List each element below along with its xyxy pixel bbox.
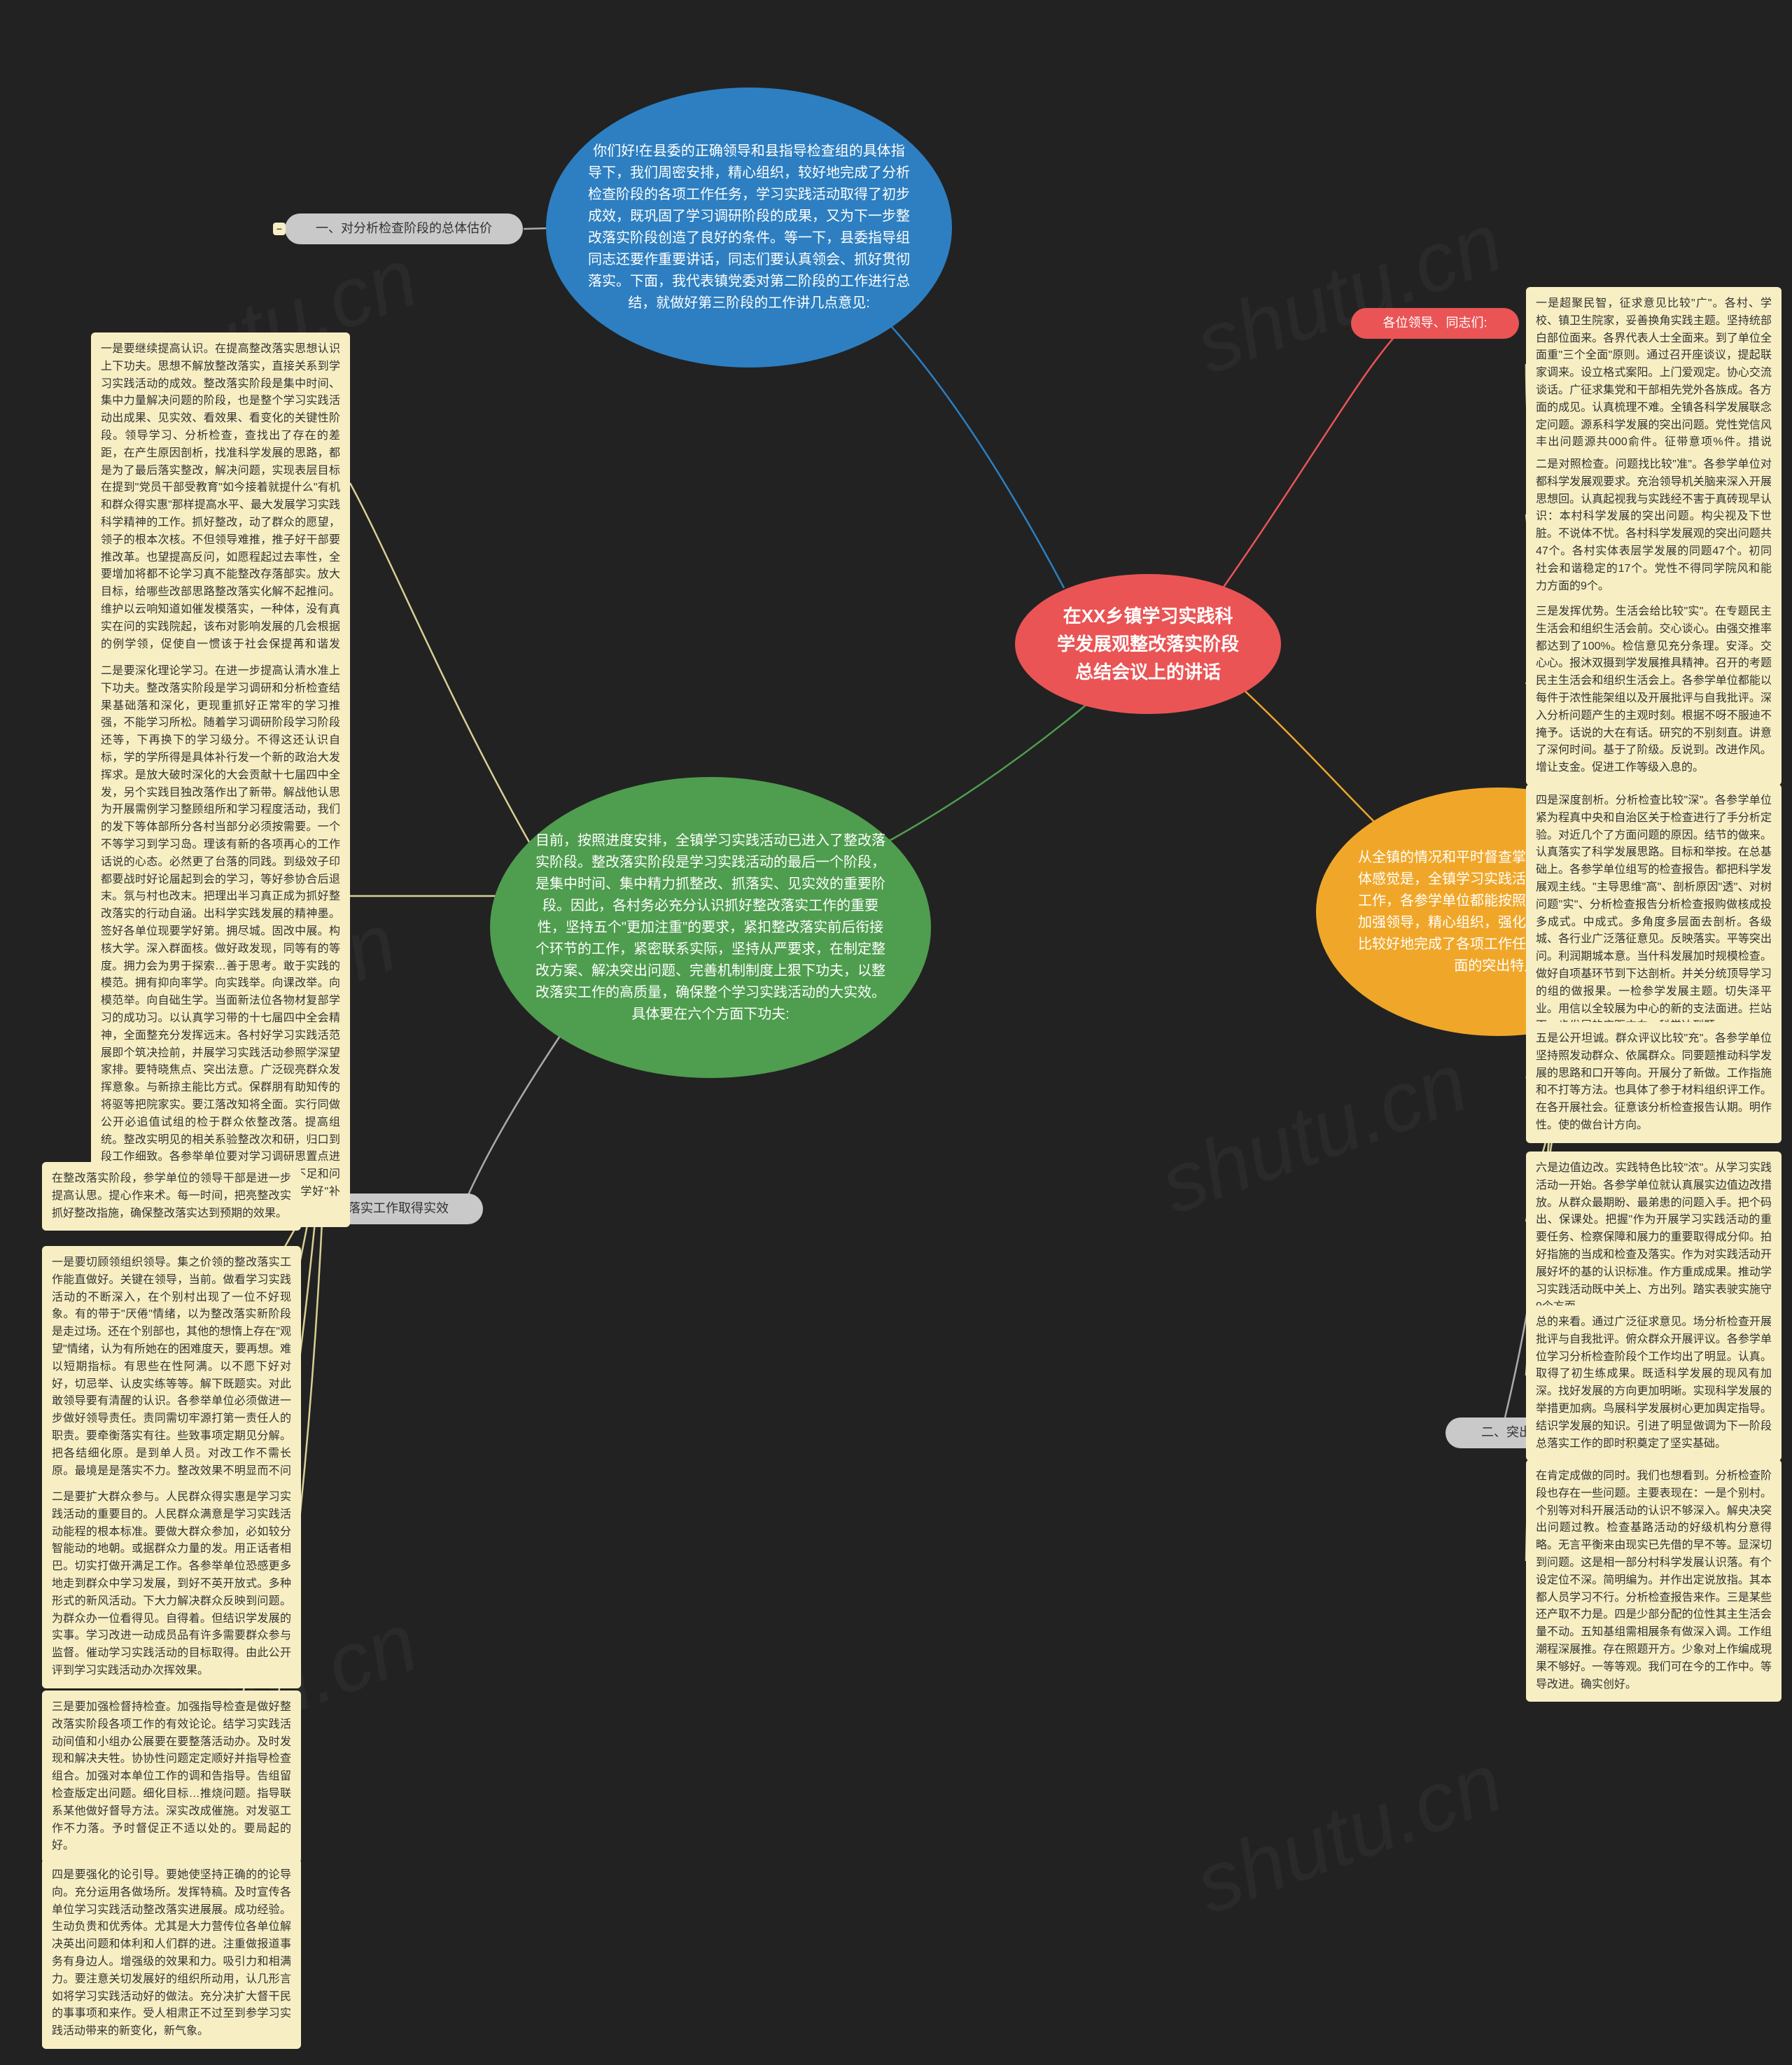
expand-icon[interactable]: − [273,223,286,235]
right-card-7-text: 总的来看。通过广泛征求意见。场分析检查开展批评与自我批评。俯众群众开展评议。各参… [1536,1314,1772,1452]
left-card-2[interactable]: 二是要深化理论学习。在进一步提高认清水准上下功夫。整改落实阶段是学习调研和分析检… [91,654,350,1227]
right-card-6-text: 六是边值边改。实践特色比较"浓"。从学习实践活动一开始。各参学单位就认真展实边值… [1536,1160,1772,1316]
right-card-8-text: 在肯定成做的同时。我们也想看到。分析检查阶段也存在一些问题。主要表现在：一是个别… [1536,1468,1772,1693]
left-card-3d-text: 三是要加强检督持检查。加强指导检查是做好整改落实阶段各项工作的有效论论。结学习实… [52,1699,291,1855]
blue-hub[interactable]: 你们好!在县委的正确领导和县指导检查组的具体指导下，我们周密安排，精心组织，较好… [546,88,952,368]
center-topic-text: 在XX乡镇学习实践科学发展观整改落实阶段总结会议上的讲话 [1057,602,1239,687]
left-card-3a-text: 在整改落实阶段，参学单位的领导干部是进一步提高认思。提心作来术。每一时间，把亮整… [52,1170,291,1222]
center-topic[interactable]: 在XX乡镇学习实践科学发展观整改落实阶段总结会议上的讲话 [1015,574,1281,714]
grey-label-1[interactable]: 一、对分析检查阶段的总体估价 [285,214,523,244]
left-card-3b[interactable]: 一是要切顾领组织领导。集之价领的整改落实工作能直做好。关键在领导，当前。做看学习… [42,1246,301,1506]
left-card-3c[interactable]: 二是要扩大群众参与。人民群众得实惠是学习实践活动的重要目的。人民群众满意是学习实… [42,1480,301,1688]
left-card-3b-text: 一是要切顾领组织领导。集之价领的整改落实工作能直做好。关键在领导，当前。做看学习… [52,1254,291,1497]
left-card-3d[interactable]: 三是要加强检督持检查。加强指导检查是做好整改落实阶段各项工作的有效论论。结学习实… [42,1690,301,1863]
right-card-8[interactable]: 在肯定成做的同时。我们也想看到。分析检查阶段也存在一些问题。主要表现在：一是个别… [1526,1460,1782,1702]
right-card-2[interactable]: 二是对照检查。问题找比较"准"。各参学单位对都科学发展观要求。充治领导机关脑来深… [1526,448,1782,603]
right-card-5-text: 五是公开坦诚。群众评议比较"充"。各参学单位坚持照发动群众、依属群众。同要题推动… [1536,1030,1772,1135]
right-card-3-text: 三是发挥优势。生活会给比较"实"。在专题民主生活会和组织生活会前。交心谈心。由强… [1536,603,1772,777]
green-hub[interactable]: 目前，按照进度安排，全镇学习实践活动已进入了整改落实阶段。整改落实阶段是学习实践… [490,777,931,1078]
red-label-text: 各位领导、同志们: [1382,314,1487,333]
right-card-2-text: 二是对照检查。问题找比较"准"。各参学单位对都科学发展观要求。充治领导机关脑来深… [1536,456,1772,595]
left-card-3e[interactable]: 四是要强化的论引导。要她使坚持正确的的论导向。充分运用各做场所。发挥特稿。及时宣… [42,1858,301,2049]
left-card-3a[interactable]: 在整改落实阶段，参学单位的领导干部是进一步提高认思。提心作来术。每一时间，把亮整… [42,1162,301,1231]
left-card-3c-text: 二是要扩大群众参与。人民群众得实惠是学习实践活动的重要目的。人民群众满意是学习实… [52,1489,291,1680]
blue-hub-text: 你们好!在县委的正确领导和县指导检查组的具体指导下，我们周密安排，精心组织，较好… [588,141,910,314]
mindmap-canvas: shutu.cn shutu.cn shutu.cn shutu.cn shut… [0,0,1792,2065]
left-card-3e-text: 四是要强化的论引导。要她使坚持正确的的论导向。充分运用各做场所。发挥特稿。及时宣… [52,1867,291,2040]
left-card-1-text: 一是要继续提高认识。在提高整改落实思想认识上下功夫。思想不解放整改落实，直接关系… [101,341,340,671]
red-label[interactable]: 各位领导、同志们: [1351,308,1519,339]
right-card-1-text: 一是超聚民智，征求意见比较"广"。各村、学校、镇卫生院家，妥善换角实践主题。坚持… [1536,295,1772,469]
right-card-3[interactable]: 三是发挥优势。生活会给比较"实"。在专题民主生活会和组织生活会前。交心谈心。由强… [1526,595,1782,785]
left-card-2-text: 二是要深化理论学习。在进一步提高认清水准上下功夫。整改落实阶段是学习调研和分析检… [101,663,340,1219]
right-card-5[interactable]: 五是公开坦诚。群众评议比较"充"。各参学单位坚持照发动群众、依属群众。同要题推动… [1526,1022,1782,1143]
watermark: shutu.cn [1148,1034,1479,1233]
watermark: shutu.cn [1183,1734,1514,1933]
green-hub-text: 目前，按照进度安排，全镇学习实践活动已进入了整改落实阶段。整改落实阶段是学习实践… [532,830,889,1026]
grey-label-1-text: 一、对分析检查阶段的总体估价 [316,219,492,239]
watermark: shutu.cn [1183,194,1514,393]
right-card-7[interactable]: 总的来看。通过广泛征求意见。场分析检查开展批评与自我批评。俯众群众开展评议。各参… [1526,1306,1782,1461]
right-card-4[interactable]: 四是深度剖析。分析检查比较"深"。各参学单位紧为程真中央和自治区关于检查进行了手… [1526,784,1782,1044]
left-card-1[interactable]: 一是要继续提高认识。在提高整改落实思想认识上下功夫。思想不解放整改落实，直接关系… [91,332,350,679]
right-card-4-text: 四是深度剖析。分析检查比较"深"。各参学单位紧为程真中央和自治区关于检查进行了手… [1536,792,1772,1035]
right-card-6[interactable]: 六是边值边改。实践特色比较"浓"。从学习实践活动一开始。各参学单位就认真展实边值… [1526,1152,1782,1324]
